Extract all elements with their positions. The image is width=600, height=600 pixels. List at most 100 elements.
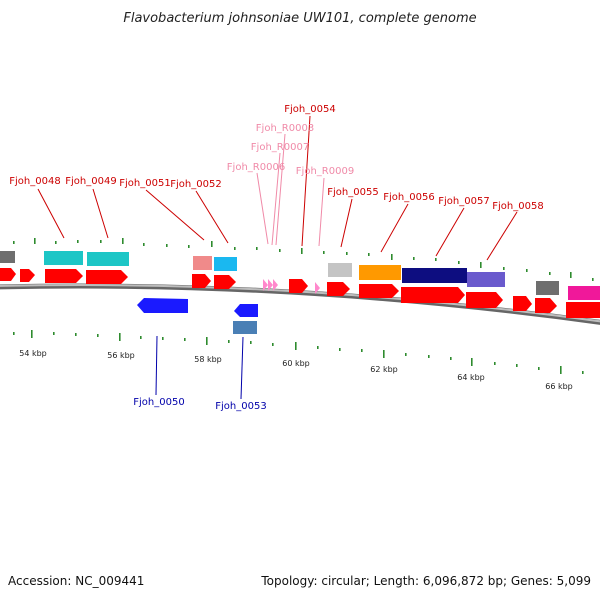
cds-arrow-forward (86, 270, 128, 284)
feature-block-teal (44, 251, 83, 265)
outer-tick (211, 241, 213, 247)
rna-arrow (263, 279, 268, 291)
cds-arrow-reverse (234, 304, 258, 317)
gene-label-fjoh-r0006[interactable]: Fjoh_R0006 (227, 162, 285, 173)
leader-line-fjoh-0051 (145, 189, 205, 241)
cds-arrow-forward (535, 298, 557, 313)
outer-tick (122, 238, 124, 244)
inner-tick (184, 338, 186, 341)
cds-arrow-forward (192, 274, 211, 288)
inner-tick-track (13, 330, 584, 374)
scale-label-60kbp: 60 kbp (282, 359, 310, 368)
inner-tick (295, 342, 297, 350)
leader-line-fjoh-0057 (435, 207, 465, 257)
gene-label-fjoh-0055[interactable]: Fjoh_0055 (327, 187, 378, 198)
cds-arrow-forward (289, 279, 308, 293)
scale-label-66kbp: 66 kbp (545, 382, 573, 391)
outer-tick (55, 241, 57, 244)
gene-label-fjoh-0049[interactable]: Fjoh_0049 (65, 176, 116, 187)
leader-line-fjoh-0049 (92, 188, 109, 239)
feature-block-teal (87, 252, 129, 266)
gene-label-fjoh-0057[interactable]: Fjoh_0057 (438, 196, 489, 207)
feature-block-cyan (214, 257, 237, 271)
inner-tick (361, 349, 363, 352)
leader-line-fjoh-0050 (155, 335, 158, 396)
inner-tick (162, 337, 164, 340)
outer-tick (34, 238, 36, 244)
inner-tick (31, 330, 33, 338)
leader-line-fjoh-r0006 (256, 172, 269, 245)
outer-tick (143, 243, 145, 246)
scale-label-56kbp: 56 kbp (107, 351, 135, 360)
gene-label-fjoh-0052[interactable]: Fjoh_0052 (170, 179, 221, 190)
feature-block-steelblue (233, 321, 257, 334)
cds-arrow-forward (359, 284, 399, 298)
leader-line-fjoh-r0009 (318, 177, 325, 247)
scale-label-54kbp: 54 kbp (19, 349, 47, 358)
feature-block-gray (0, 251, 15, 263)
feature-block-lightgray (328, 263, 352, 277)
cds-arrow-forward (0, 268, 16, 281)
rna-arrow (268, 279, 273, 291)
gene-label-fjoh-0048[interactable]: Fjoh_0048 (9, 176, 60, 187)
gene-label-fjoh-r0003[interactable]: Fjoh_R0003 (256, 123, 314, 134)
cds-arrow-forward (513, 296, 532, 311)
inner-tick (206, 337, 208, 345)
inner-tick (405, 353, 407, 356)
forward-cds-track (0, 268, 600, 318)
leader-line-fjoh-0056 (380, 203, 409, 253)
outer-tick (100, 240, 102, 243)
inner-tick (13, 332, 15, 335)
gene-label-fjoh-r0007[interactable]: Fjoh_R0007 (251, 142, 309, 153)
inner-tick (538, 367, 540, 370)
scale-label-62kbp: 62 kbp (370, 365, 398, 374)
outer-tick (549, 272, 551, 275)
inner-tick (383, 350, 385, 358)
leader-line-fjoh-0048 (37, 188, 65, 239)
leader-line-fjoh-0053 (240, 336, 244, 400)
cds-arrow-forward (214, 275, 236, 289)
inner-tick (53, 332, 55, 335)
outer-tick (368, 253, 370, 256)
outer-tick (279, 249, 281, 252)
inner-tick (119, 333, 121, 341)
inner-tick (339, 348, 341, 351)
outer-tick (256, 247, 258, 250)
reverse-cds-track (137, 298, 258, 334)
scale-label-64kbp: 64 kbp (457, 373, 485, 382)
cds-arrow-forward (20, 269, 35, 282)
inner-tick (75, 333, 77, 336)
gene-label-fjoh-0053[interactable]: Fjoh_0053 (215, 401, 266, 412)
outer-tick-track (13, 238, 594, 281)
outer-tick (526, 269, 528, 272)
gene-label-fjoh-0051[interactable]: Fjoh_0051 (119, 178, 170, 189)
leader-line-fjoh-0052 (195, 190, 229, 244)
outer-tick (188, 245, 190, 248)
inner-tick (428, 355, 430, 358)
outer-tick (13, 241, 15, 244)
gene-label-fjoh-0058[interactable]: Fjoh_0058 (492, 201, 543, 212)
accession-text: Accession: NC_009441 (8, 574, 144, 588)
outer-tick (413, 257, 415, 260)
cds-arrow-forward (466, 292, 503, 308)
leader-lines (37, 115, 518, 400)
outer-tick (435, 258, 437, 261)
feature-block-slateblue (467, 272, 505, 287)
gene-label-fjoh-0054[interactable]: Fjoh_0054 (284, 104, 335, 115)
outer-tick (166, 244, 168, 247)
gene-label-fjoh-0050[interactable]: Fjoh_0050 (133, 397, 184, 408)
outer-tick (592, 278, 594, 281)
map-title: Flavobacterium johnsoniae UW101, complet… (123, 11, 476, 26)
feature-block-orange (359, 265, 401, 280)
gene-label-fjoh-r0009[interactable]: Fjoh_R0009 (296, 166, 354, 177)
inner-tick (450, 357, 452, 360)
gene-label-fjoh-0056[interactable]: Fjoh_0056 (383, 192, 434, 203)
outer-tick (570, 272, 572, 278)
gene-labels: Fjoh_0048 Fjoh_0049 Fjoh_0051 Fjoh_0052 … (9, 104, 543, 412)
outer-tick (323, 251, 325, 254)
outer-tick (234, 247, 236, 250)
scale-label-58kbp: 58 kbp (194, 355, 222, 364)
inner-tick (560, 366, 562, 374)
cds-arrow-forward (566, 302, 600, 318)
rna-feature-track (263, 279, 320, 294)
